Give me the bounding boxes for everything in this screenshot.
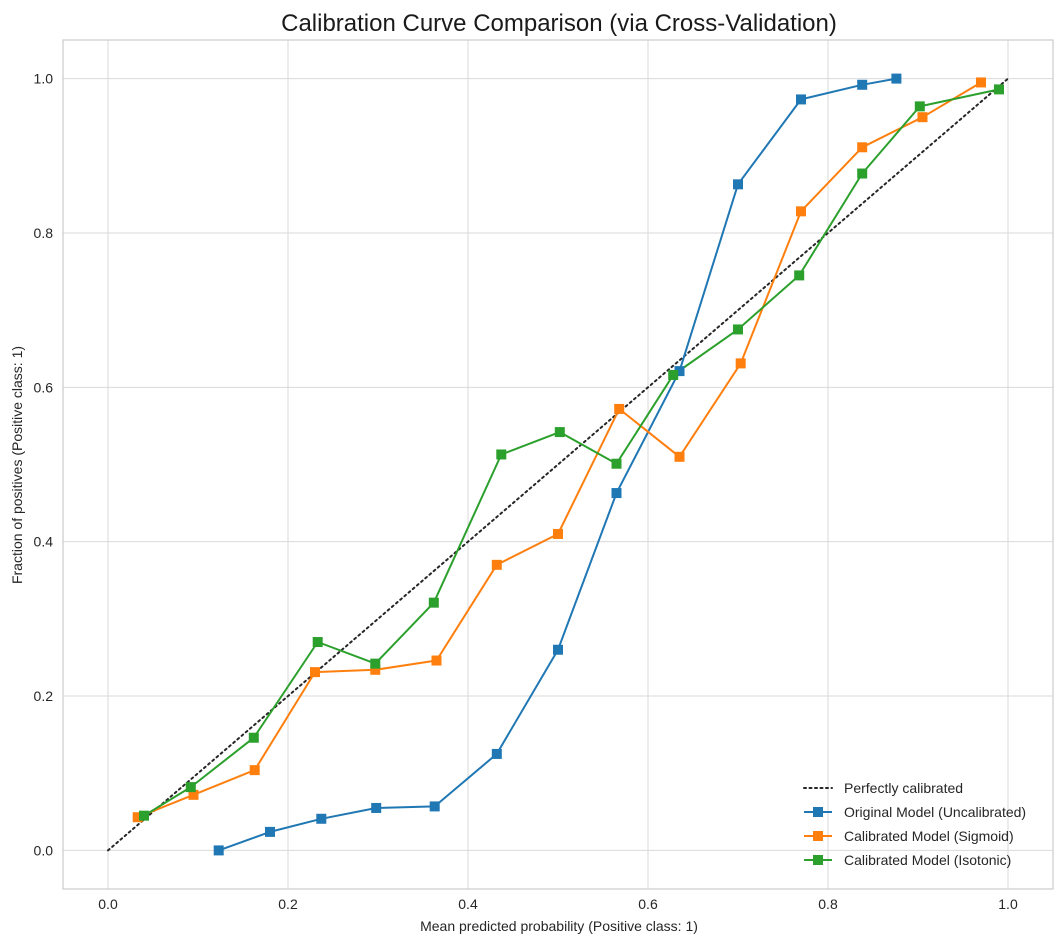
series-0-point — [674, 366, 685, 377]
series-2-point — [496, 449, 507, 460]
x-tick-label: 0.2 — [278, 896, 298, 912]
legend-swatch-marker — [813, 831, 823, 841]
series-0-point — [891, 73, 902, 84]
series-1-point — [614, 403, 625, 414]
legend-swatch-marker — [813, 855, 823, 865]
legend: Perfectly calibrated Original Model (Unca… — [803, 780, 1026, 868]
y-axis-label: Fraction of positives (Positive class: 1… — [9, 346, 25, 584]
perfectly-calibrated-line — [107, 77, 1009, 852]
legend-entry-label: Perfectly calibrated — [844, 780, 963, 796]
series-2-point — [914, 101, 925, 112]
series-1-point — [735, 358, 746, 369]
series-2-point — [794, 270, 805, 281]
series-0-point — [491, 748, 502, 759]
series-2-point — [611, 458, 622, 469]
series-2-point — [248, 732, 259, 743]
x-tick-label: 0.6 — [638, 896, 658, 912]
y-tick-label: 1.0 — [34, 71, 54, 87]
x-tick-label: 1.0 — [998, 896, 1018, 912]
legend-swatch-marker — [813, 807, 823, 817]
series-1-point — [370, 664, 381, 675]
legend-entry-label: Calibrated Model (Isotonic) — [844, 852, 1011, 868]
series-0-point — [611, 488, 622, 499]
series-1-point — [188, 789, 199, 800]
legend-entry-label: Original Model (Uncalibrated) — [844, 804, 1026, 820]
series-1-point — [132, 812, 143, 823]
y-tick-label: 0.0 — [34, 842, 54, 858]
series-0-point — [316, 813, 327, 824]
series-2-point — [428, 597, 439, 608]
series-1-point — [976, 77, 986, 88]
y-tick-label: 0.4 — [34, 534, 54, 550]
x-tick-label: 0.4 — [458, 896, 478, 912]
y-tick-label: 0.6 — [34, 379, 54, 395]
series-1-point — [917, 112, 928, 123]
series-1-point — [857, 142, 868, 153]
series-1-point — [249, 765, 260, 776]
series-0-point — [733, 179, 743, 190]
x-tick-label: 0.0 — [98, 896, 118, 912]
tick-labels: 0.0 0.2 0.4 0.6 0.8 1.0 0.0 0.2 0.4 0.6 0.8 1.0 — [34, 71, 1018, 912]
y-tick-label: 0.2 — [34, 688, 54, 704]
chart-title: Calibration Curve Comparison (via Cross-… — [281, 10, 837, 37]
series-2-point — [668, 369, 679, 380]
series-2-point — [139, 810, 149, 821]
series-0-point — [553, 644, 563, 655]
grid — [63, 40, 1053, 889]
series-0-point — [796, 94, 806, 105]
series-1-point — [431, 655, 442, 666]
series-1-point — [310, 667, 320, 678]
legend-entry-label: Calibrated Model (Sigmoid) — [844, 828, 1014, 844]
series-0-point — [213, 845, 224, 856]
y-tick-label: 0.8 — [34, 225, 54, 241]
series-2-point — [370, 658, 381, 669]
series-markers — [132, 73, 1004, 856]
series-2-point — [554, 427, 565, 438]
series-2-point — [857, 168, 868, 179]
series-0-point — [371, 802, 382, 813]
x-tick-label: 0.8 — [818, 896, 838, 912]
x-axis-label: Mean predicted probability (Positive cla… — [420, 918, 698, 934]
series-1-point — [674, 451, 685, 462]
series-1-point — [491, 559, 502, 570]
series-2-point — [994, 84, 1004, 95]
series-2-point — [733, 324, 743, 335]
series-1-point — [796, 206, 806, 217]
plot-frame — [62, 39, 1054, 890]
series-1-point — [553, 528, 563, 539]
series-2-point — [312, 637, 323, 648]
series-0-point — [857, 79, 868, 90]
series-2-point — [185, 782, 196, 793]
series-0-point — [265, 826, 275, 837]
series-0-point — [429, 801, 440, 812]
